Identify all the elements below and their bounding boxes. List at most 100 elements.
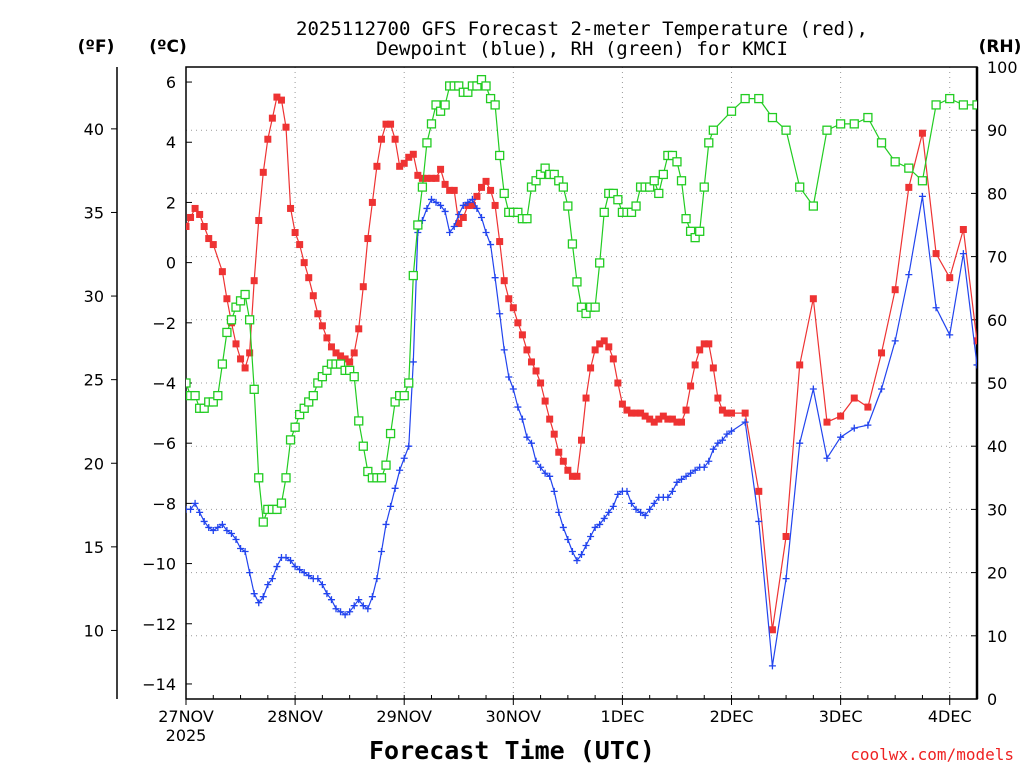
rh-marker bbox=[945, 93, 955, 104]
temperature-marker bbox=[237, 355, 245, 363]
temperature-marker bbox=[628, 409, 636, 417]
rh-marker bbox=[599, 207, 609, 218]
rh-marker bbox=[795, 182, 805, 192]
temperature-marker bbox=[650, 418, 658, 426]
temperature-marker bbox=[655, 415, 663, 423]
celsius-tick-label: 2 bbox=[166, 193, 176, 212]
temperature-marker bbox=[300, 259, 308, 267]
temperature-marker bbox=[659, 412, 667, 420]
rh-marker bbox=[422, 138, 432, 148]
dewpoint-marker bbox=[518, 415, 526, 423]
dewpoint-marker bbox=[709, 445, 717, 453]
dewpoint-marker bbox=[473, 204, 481, 212]
rh-marker bbox=[849, 119, 859, 129]
dewpoint-marker bbox=[450, 223, 458, 231]
rh-marker bbox=[863, 112, 873, 123]
fahrenheit-tick-label: 20 bbox=[84, 454, 104, 473]
dewpoint-marker bbox=[432, 198, 440, 206]
dewpoint-marker bbox=[323, 590, 331, 598]
rh-marker bbox=[404, 378, 414, 388]
rh-tick-label: 80 bbox=[987, 184, 1007, 203]
rh-marker bbox=[676, 176, 687, 186]
temperature-marker bbox=[514, 319, 522, 327]
rh-marker bbox=[254, 473, 264, 483]
rh-marker bbox=[654, 188, 664, 199]
x-tick-label: 3DEC bbox=[819, 707, 863, 726]
dewpoint-marker bbox=[628, 499, 636, 507]
dewpoint-marker bbox=[487, 241, 495, 249]
dewpoint-marker bbox=[605, 508, 613, 516]
temperature-marker bbox=[273, 93, 281, 101]
temperature-marker bbox=[523, 346, 531, 354]
rh-marker bbox=[381, 460, 391, 470]
temperature-marker bbox=[605, 343, 613, 351]
temperature-marker bbox=[587, 364, 595, 372]
fahrenheit-tick-label: 35 bbox=[84, 203, 104, 222]
temperature-marker bbox=[782, 532, 790, 540]
x-tick-label: 30NOV bbox=[486, 707, 542, 726]
temperature-marker bbox=[850, 394, 858, 402]
dewpoint-marker bbox=[687, 469, 695, 477]
temperature-marker bbox=[696, 346, 704, 354]
dewpoint-marker bbox=[664, 493, 672, 501]
temperature-marker bbox=[455, 219, 463, 227]
temperature-marker bbox=[418, 174, 426, 182]
temperature-marker bbox=[327, 343, 335, 351]
rh-marker bbox=[186, 378, 191, 388]
rh-marker bbox=[672, 157, 682, 167]
temperature-marker bbox=[232, 340, 240, 348]
temperature-marker bbox=[459, 213, 467, 221]
temperature-marker bbox=[346, 358, 354, 366]
rh-marker bbox=[876, 138, 887, 148]
rh-marker bbox=[240, 289, 250, 300]
dewpoint-marker bbox=[546, 472, 554, 480]
dewpoint-marker bbox=[755, 517, 763, 525]
rh-marker bbox=[890, 157, 900, 167]
temperature-marker bbox=[405, 153, 413, 161]
dewpoint-marker bbox=[246, 569, 254, 577]
dewpoint-marker bbox=[682, 472, 690, 480]
temperature-marker bbox=[423, 174, 431, 182]
dewpoint-marker bbox=[632, 505, 640, 513]
dewpoint-marker bbox=[646, 505, 654, 513]
dewpoint-marker bbox=[564, 535, 572, 543]
dewpoint-marker bbox=[623, 487, 631, 495]
temperature-marker bbox=[427, 174, 435, 182]
dewpoint-marker bbox=[782, 575, 790, 583]
rh-marker bbox=[213, 390, 223, 401]
rh-marker bbox=[572, 277, 582, 287]
axes: 27NOV 28NOV 29NOV 30NOV 1DEC 2DEC 3DEC 4DEC1009… bbox=[84, 58, 1018, 726]
temperature-marker bbox=[878, 349, 886, 357]
temperature-marker bbox=[809, 295, 817, 303]
x-year-label: 2025 bbox=[166, 726, 207, 745]
dewpoint-marker bbox=[591, 523, 599, 531]
temperature-marker bbox=[664, 415, 672, 423]
temperature-marker bbox=[309, 292, 317, 300]
rh-marker bbox=[408, 270, 418, 281]
dewpoint-marker bbox=[232, 535, 240, 543]
dewpoint-marker bbox=[568, 548, 576, 556]
dewpoint-marker bbox=[946, 331, 954, 339]
rh-marker bbox=[781, 125, 791, 135]
temperature-marker bbox=[396, 162, 404, 170]
dewpoint-marker bbox=[396, 466, 404, 474]
temperature-marker bbox=[568, 472, 576, 480]
temperature-marker bbox=[741, 409, 749, 417]
rh-tick-label: 20 bbox=[987, 564, 1007, 583]
temperature-marker bbox=[282, 123, 290, 131]
rh-marker bbox=[613, 195, 623, 205]
rh-marker bbox=[708, 125, 718, 135]
dewpoint-marker bbox=[255, 599, 263, 607]
rh-tick-label: 10 bbox=[987, 627, 1007, 646]
dewpoint-marker bbox=[714, 439, 722, 447]
temperature-marker bbox=[350, 349, 358, 357]
temperature-marker bbox=[382, 120, 390, 128]
rh-marker bbox=[704, 138, 714, 148]
dewpoint-marker bbox=[700, 463, 708, 471]
dewpoint-marker bbox=[905, 271, 913, 279]
celsius-tick-label: −2 bbox=[152, 314, 176, 333]
dewpoint-marker bbox=[341, 611, 349, 619]
temperature-marker bbox=[491, 201, 499, 209]
dewpoint-marker bbox=[918, 192, 926, 200]
rh-marker bbox=[308, 390, 318, 401]
